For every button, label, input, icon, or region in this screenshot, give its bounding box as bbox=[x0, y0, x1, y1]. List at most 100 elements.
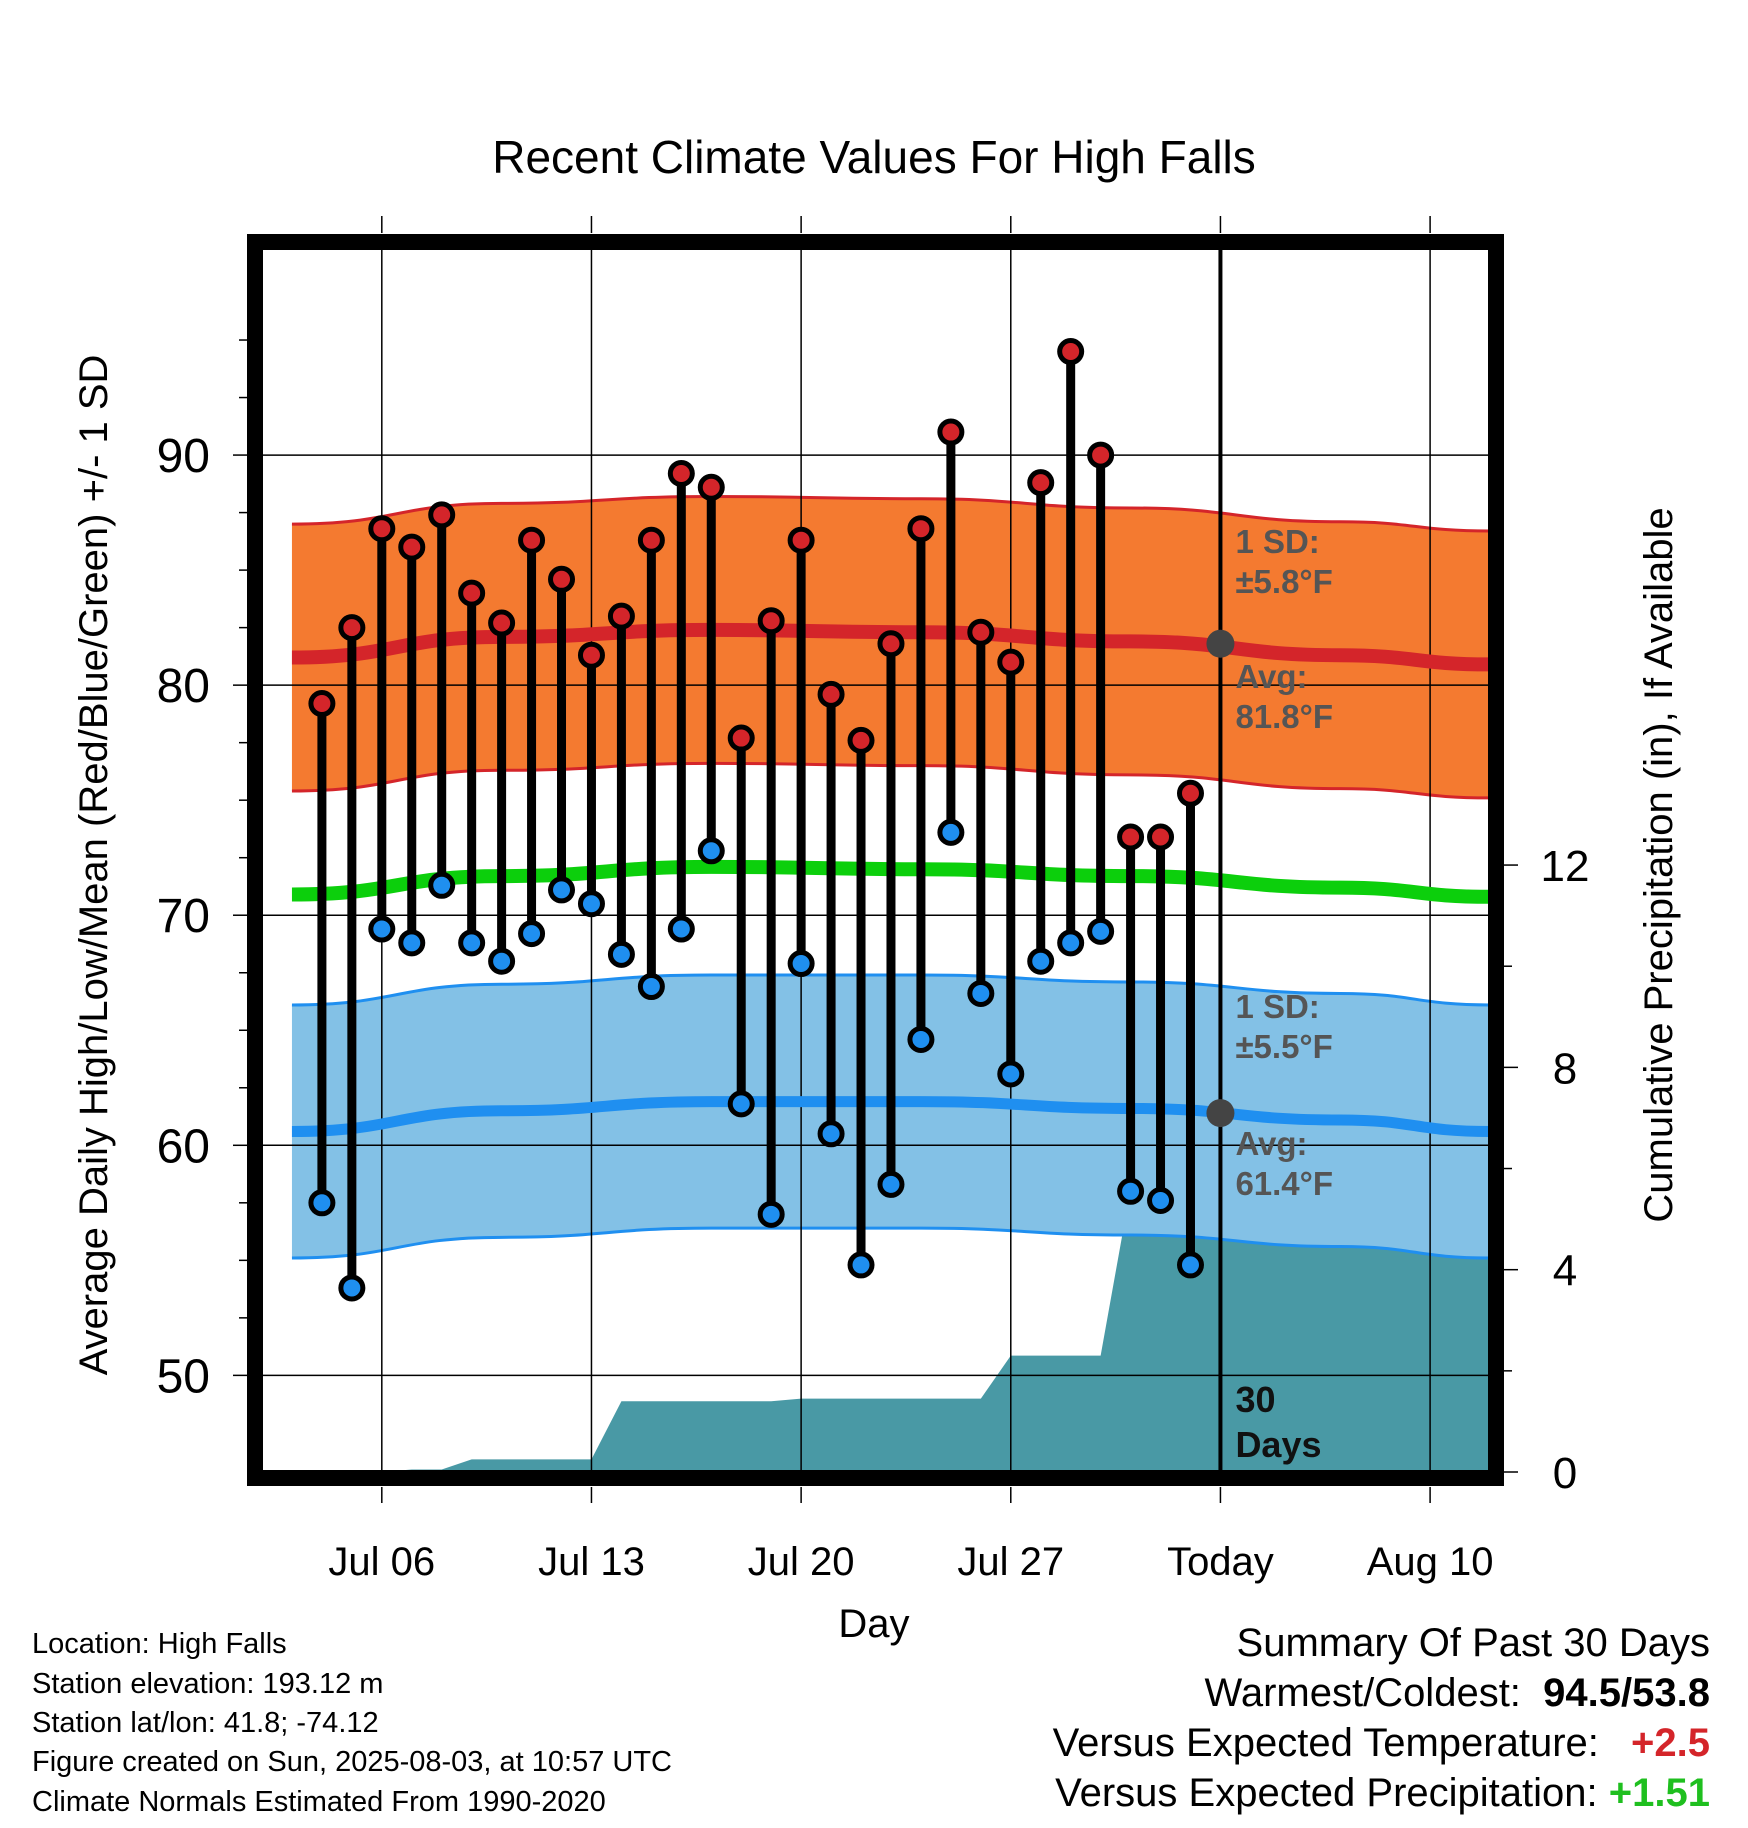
x-tick-label: Jul 06 bbox=[328, 1540, 435, 1584]
daily-low-point bbox=[488, 947, 516, 975]
x-tick-label: Today bbox=[1167, 1540, 1274, 1584]
today-high-avg-marker bbox=[1206, 629, 1235, 658]
normal-high-sd-value: ±5.8°F bbox=[1235, 563, 1332, 600]
normal-low-avg-label: Avg: bbox=[1235, 1125, 1307, 1162]
summary-coldest: 53.8 bbox=[1632, 1671, 1710, 1715]
daily-low-point bbox=[1147, 1187, 1175, 1215]
daily-low-point bbox=[817, 1120, 845, 1148]
daily-low-point bbox=[338, 1274, 366, 1302]
normal-low-avg-value: 61.4°F bbox=[1235, 1165, 1333, 1202]
y-tick-label: 80 bbox=[157, 660, 210, 713]
daily-high-point bbox=[308, 690, 336, 718]
summary-warm-cold-label: Warmest/Coldest: bbox=[1204, 1671, 1521, 1715]
y2-tick-label: 12 bbox=[1541, 842, 1590, 891]
daily-high-point bbox=[428, 501, 456, 529]
daily-high-point bbox=[667, 459, 695, 487]
daily-low-point bbox=[877, 1170, 905, 1198]
today-low-avg-marker bbox=[1206, 1099, 1235, 1128]
daily-high-point bbox=[817, 680, 845, 708]
daily-high-point bbox=[757, 607, 785, 635]
summary-warm-cold-row: Warmest/Coldest: 94.5/53.8 bbox=[1053, 1668, 1710, 1718]
y-tick-label: 50 bbox=[157, 1350, 210, 1403]
daily-high-point bbox=[548, 565, 576, 593]
daily-low-point bbox=[398, 929, 426, 957]
y2-tick-label: 8 bbox=[1553, 1044, 1577, 1093]
normal-high-sd-label: 1 SD: bbox=[1235, 523, 1319, 560]
daily-high-point bbox=[1057, 338, 1085, 366]
x-tick-label: Aug 10 bbox=[1367, 1540, 1494, 1584]
daily-low-point bbox=[577, 890, 605, 918]
today-label-30: 30 bbox=[1235, 1379, 1275, 1420]
daily-high-point bbox=[577, 641, 605, 669]
daily-low-point bbox=[967, 979, 995, 1007]
normal-low-sd-value: ±5.5°F bbox=[1235, 1028, 1332, 1065]
daily-low-point bbox=[727, 1090, 755, 1118]
summary-precip-row: Versus Expected Precipitation: +1.51 bbox=[1053, 1768, 1710, 1818]
summary-precip-value: +1.51 bbox=[1608, 1771, 1710, 1815]
y-tick-label: 60 bbox=[157, 1120, 210, 1173]
daily-low-point bbox=[907, 1025, 935, 1053]
daily-low-point bbox=[667, 915, 695, 943]
normal-low-sd-label: 1 SD: bbox=[1235, 988, 1319, 1025]
daily-low-point bbox=[548, 876, 576, 904]
y2-tick-label: 0 bbox=[1553, 1449, 1577, 1498]
daily-high-point bbox=[607, 602, 635, 630]
footer-elevation: Station elevation: 193.12 m bbox=[32, 1668, 384, 1700]
daily-low-point bbox=[697, 837, 725, 865]
daily-low-point bbox=[637, 973, 665, 1001]
summary-warmest: 94.5 bbox=[1543, 1671, 1622, 1715]
daily-low-point bbox=[937, 818, 965, 846]
daily-high-point bbox=[937, 418, 965, 446]
daily-low-point bbox=[518, 920, 546, 948]
x-tick-label: Jul 20 bbox=[748, 1540, 855, 1584]
y2-axis-title: Cumulative Precipitation (in), If Availa… bbox=[1637, 507, 1681, 1222]
footer-location: Location: High Falls bbox=[32, 1628, 287, 1660]
today-label-days: Days bbox=[1235, 1424, 1321, 1465]
normal-high-avg-label: Avg: bbox=[1235, 658, 1307, 695]
normal-low-band-lower bbox=[291, 1226, 1490, 1260]
daily-high-point bbox=[1027, 469, 1055, 497]
daily-low-point bbox=[1087, 917, 1115, 945]
daily-high-point bbox=[697, 473, 725, 501]
y2-tick-label: 4 bbox=[1553, 1247, 1577, 1296]
x-axis-title: Day bbox=[838, 1602, 909, 1646]
daily-high-point bbox=[907, 515, 935, 543]
daily-low-point bbox=[787, 950, 815, 978]
summary-temp-label: Versus Expected Temperature: bbox=[1052, 1721, 1599, 1765]
x-tick-label: Jul 27 bbox=[957, 1540, 1064, 1584]
footer-latlon: Station lat/lon: 41.8; -74.12 bbox=[32, 1707, 379, 1739]
daily-high-point bbox=[368, 515, 396, 543]
daily-high-point bbox=[1147, 823, 1175, 851]
footer-normals: Climate Normals Estimated From 1990-2020 bbox=[32, 1786, 606, 1818]
daily-high-point bbox=[1117, 823, 1145, 851]
daily-low-point bbox=[458, 929, 486, 957]
daily-low-point bbox=[308, 1189, 336, 1217]
y-axis-title: Average Daily High/Low/Mean (Red/Blue/Gr… bbox=[72, 355, 116, 1376]
summary-temp-value: +2.5 bbox=[1631, 1721, 1710, 1765]
normal-low-line bbox=[291, 1096, 1490, 1137]
daily-low-point bbox=[1176, 1251, 1204, 1279]
summary-panel: Summary Of Past 30 Days Warmest/Coldest:… bbox=[1053, 1618, 1710, 1818]
daily-high-point bbox=[398, 533, 426, 561]
daily-high-point bbox=[1176, 779, 1204, 807]
daily-high-point bbox=[1087, 441, 1115, 469]
daily-low-point bbox=[847, 1251, 875, 1279]
daily-low-point bbox=[1117, 1177, 1145, 1205]
summary-slash: / bbox=[1621, 1671, 1633, 1715]
daily-high-point bbox=[847, 726, 875, 754]
normal-high-band-upper bbox=[291, 494, 1490, 533]
daily-high-point bbox=[727, 724, 755, 752]
daily-high-point bbox=[787, 526, 815, 554]
daily-high-point bbox=[997, 648, 1025, 676]
daily-high-point bbox=[877, 630, 905, 658]
y-tick-label: 90 bbox=[157, 430, 210, 483]
y-tick-label: 70 bbox=[157, 890, 210, 943]
daily-low-point bbox=[1027, 947, 1055, 975]
normal-high-avg-value: 81.8°F bbox=[1235, 698, 1333, 735]
normal-low-band-upper bbox=[291, 973, 1490, 1007]
daily-low-point bbox=[757, 1200, 785, 1228]
daily-high-point bbox=[637, 526, 665, 554]
summary-precip-label: Versus Expected Precipitation: bbox=[1055, 1771, 1598, 1815]
daily-high-point bbox=[338, 614, 366, 642]
